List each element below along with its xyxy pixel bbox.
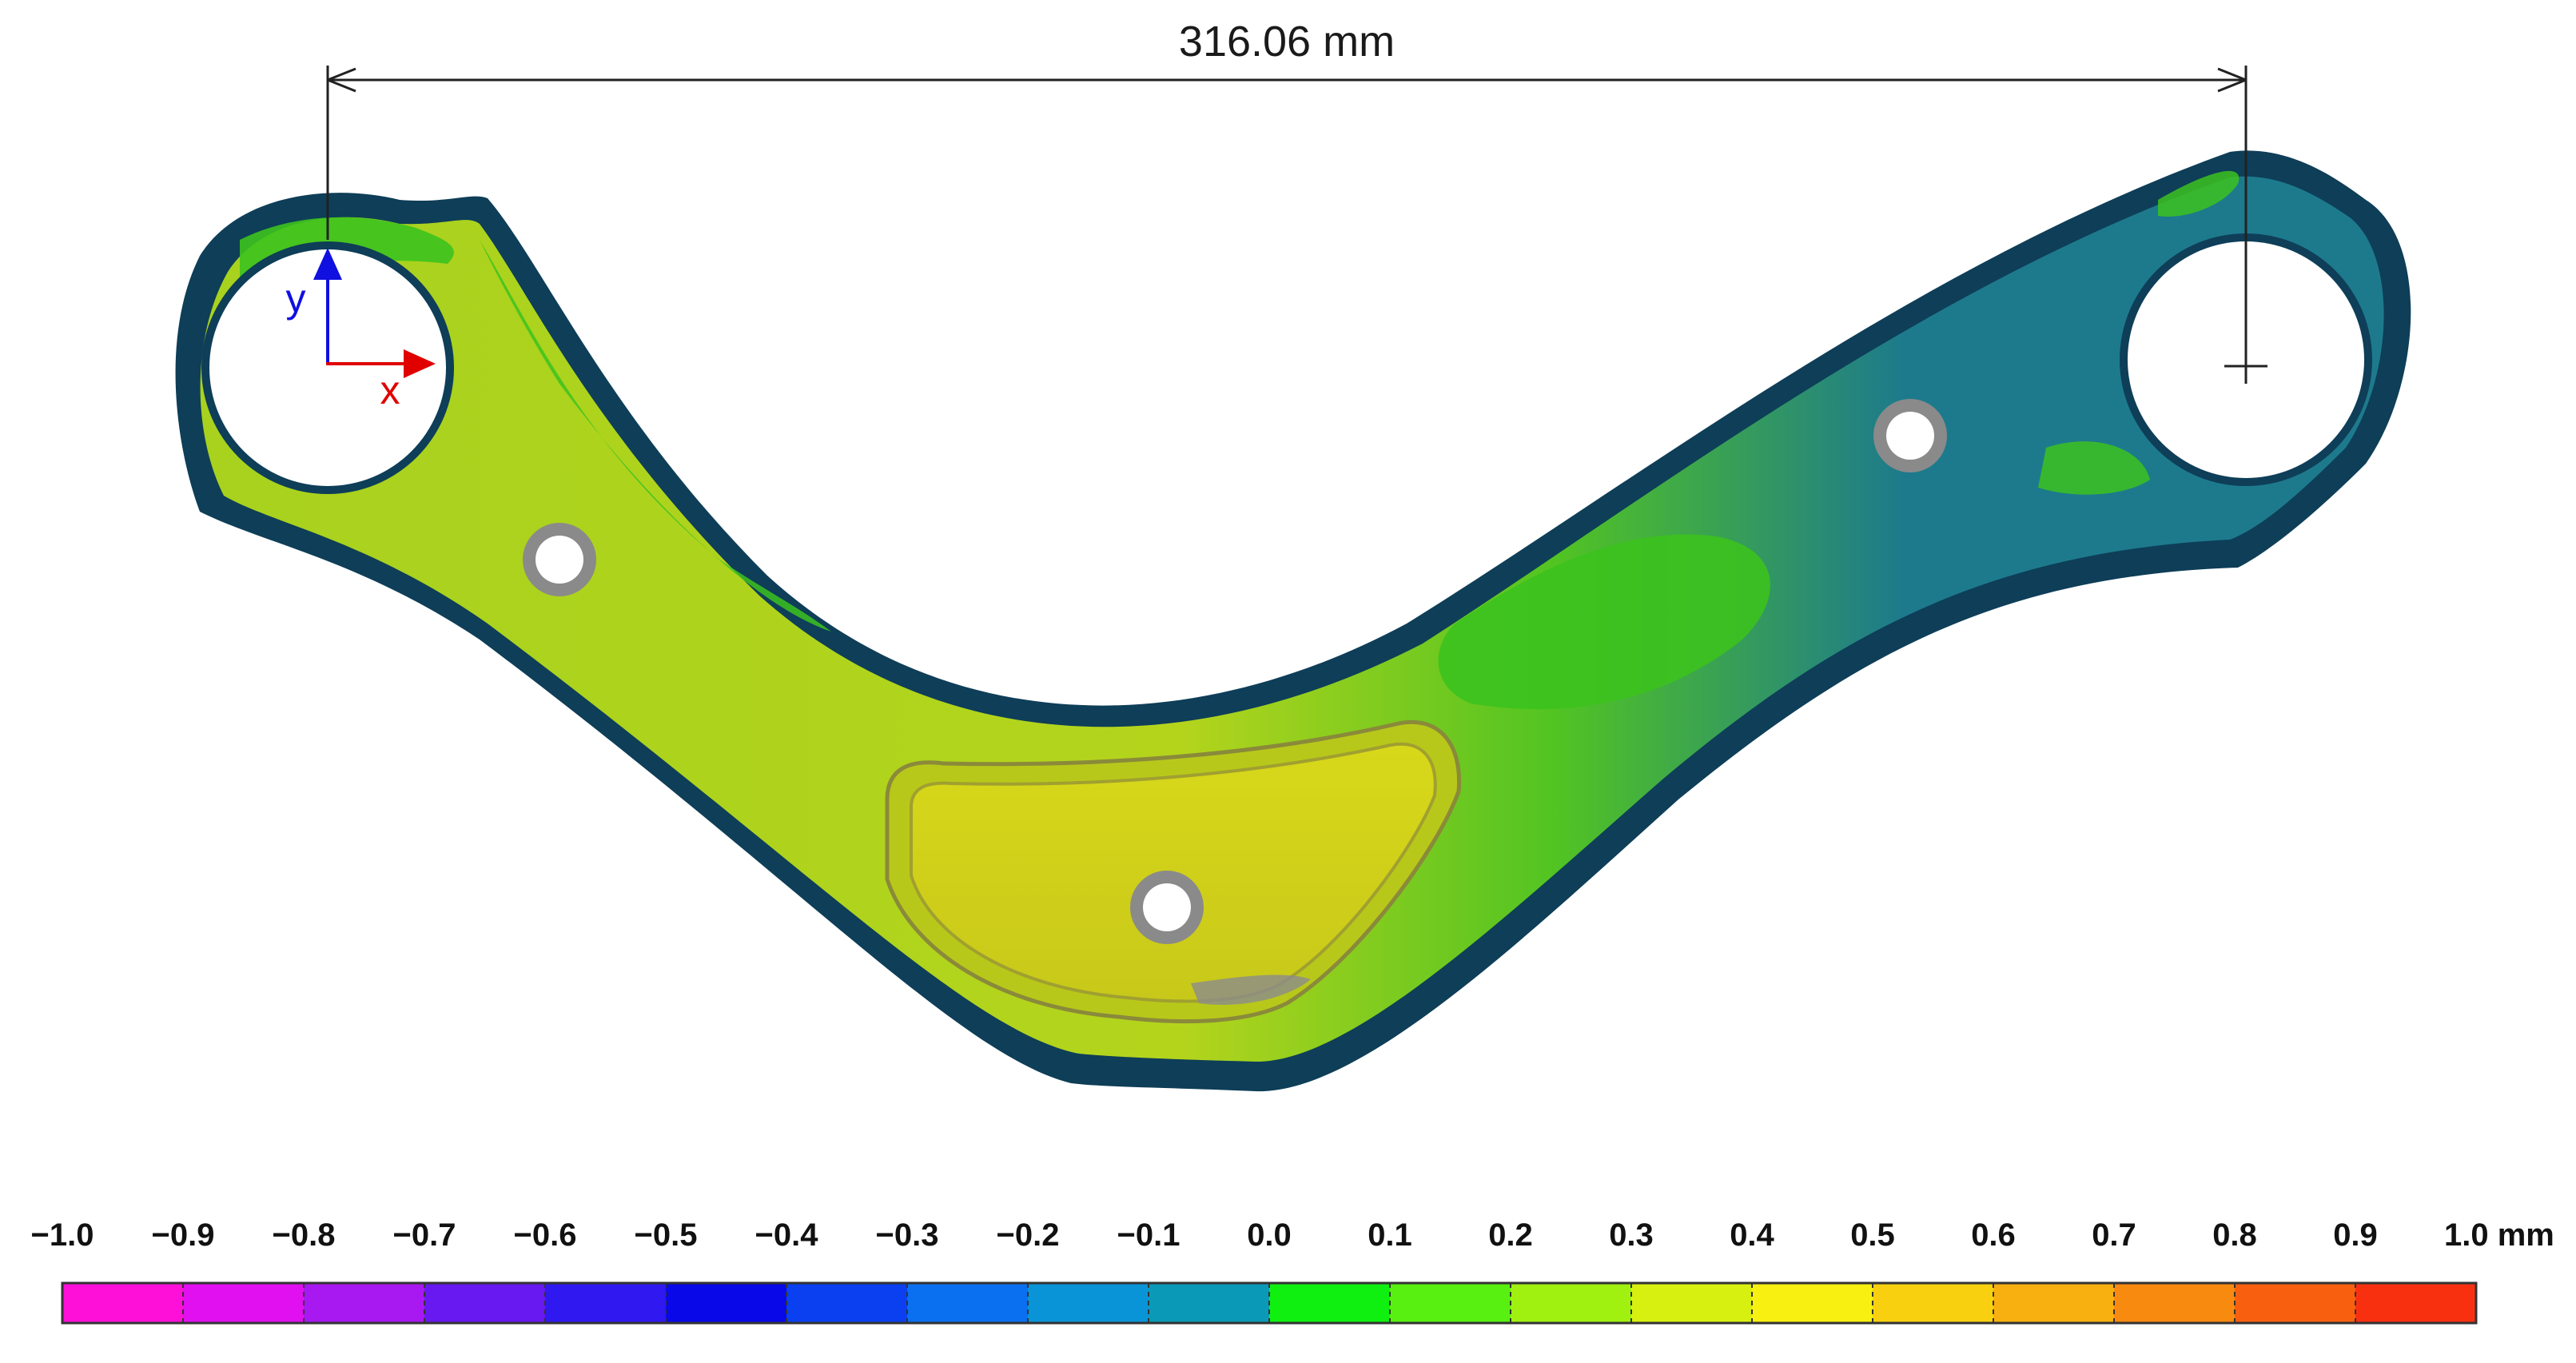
colorbar-tick-label: 0.7 — [2092, 1218, 2136, 1253]
green-patch-center — [1438, 534, 1770, 710]
colorbar-tick-label: −0.4 — [755, 1218, 819, 1253]
colorbar-tick-label: −0.6 — [514, 1218, 577, 1253]
colorbar-tick-label: 0.4 — [1730, 1218, 1774, 1253]
colorbar-tick-label: −0.1 — [1117, 1218, 1181, 1253]
colorbar-tick-label: −0.2 — [997, 1218, 1060, 1253]
green-patch-top-right — [2158, 170, 2240, 217]
colorbar-segment — [183, 1283, 305, 1323]
dimension-label: 316.06 mm — [1179, 18, 1395, 66]
left-lug-hole-bore — [209, 249, 446, 486]
colorbar-tick-label: 0.9 — [2333, 1218, 2378, 1253]
colorbar-tick-label: 0.8 — [2212, 1218, 2257, 1253]
x-axis-arrowhead — [404, 349, 436, 378]
colorbar-segment — [2114, 1283, 2236, 1323]
dimension-arrow-right — [2217, 67, 2247, 93]
colorbar-segment — [786, 1283, 908, 1323]
colorbar-segment — [1269, 1283, 1391, 1323]
colorbar-frame — [61, 1281, 2478, 1325]
colorbar: −1.0 −0.9 −0.8 −0.7 −0.6 −0.5 −0.4 −0.3 −0.2 −0.1… — [31, 1218, 2554, 1325]
colorbar-segment — [1993, 1283, 2115, 1323]
colorbar-segments — [62, 1283, 2477, 1323]
colorbar-tick-label: 0.2 — [1488, 1218, 1533, 1253]
colorbar-segment — [424, 1283, 546, 1323]
colorbar-segment — [2355, 1283, 2477, 1323]
dimension: 316.06 mm — [326, 18, 2267, 384]
colorbar-segment — [62, 1283, 184, 1323]
coordinate-axes: y x — [286, 248, 436, 412]
colorbar-segment — [666, 1283, 787, 1323]
pocket-gray-patch — [1191, 974, 1311, 1005]
colorbar-segment — [1149, 1283, 1270, 1323]
dimension-arrow-left — [327, 67, 356, 93]
colorbar-tick-label: 0.3 — [1609, 1218, 1654, 1253]
colorbar-tick-label: −0.7 — [393, 1218, 456, 1253]
colorbar-segment — [907, 1283, 1029, 1323]
colorbar-segment — [1390, 1283, 1511, 1323]
colorbar-tick-label: −0.3 — [876, 1218, 939, 1253]
y-axis-label: y — [286, 276, 306, 321]
colorbar-segment — [545, 1283, 667, 1323]
x-axis-label: x — [380, 368, 400, 412]
green-patch-right-lug — [2038, 441, 2150, 495]
colorbar-tick-label: −0.5 — [635, 1218, 698, 1253]
colorbar-segment — [1631, 1283, 1753, 1323]
colorbar-tick-label: −0.9 — [152, 1218, 215, 1253]
colorbar-segment — [304, 1283, 425, 1323]
colorbar-segment — [1511, 1283, 1632, 1323]
bolt-hole-right — [1886, 412, 1934, 460]
colorbar-segment — [1873, 1283, 1994, 1323]
colorbar-segment — [1752, 1283, 1873, 1323]
part — [175, 150, 2411, 1092]
part-surface — [200, 176, 2384, 1062]
colorbar-segment — [2235, 1283, 2356, 1323]
bolt-hole-left — [536, 536, 583, 584]
y-axis-arrowhead — [313, 248, 342, 280]
colorbar-tick-label: −1.0 — [31, 1218, 94, 1253]
colorbar-segment — [1028, 1283, 1149, 1323]
colorbar-tick-label: 0.6 — [1971, 1218, 2016, 1253]
colorbar-tick-label: 1.0 mm — [2444, 1218, 2554, 1253]
bolt-hole-center — [1143, 883, 1191, 931]
colorbar-tick-label: 0.1 — [1368, 1218, 1412, 1253]
colorbar-tick-label: 0.0 — [1247, 1218, 1292, 1253]
colorbar-tick-label: 0.5 — [1850, 1218, 1895, 1253]
colorbar-tick-label: −0.8 — [273, 1218, 336, 1253]
colorbar-tick-labels: −1.0 −0.9 −0.8 −0.7 −0.6 −0.5 −0.4 −0.3 −0.2 −0.1… — [31, 1218, 2554, 1253]
